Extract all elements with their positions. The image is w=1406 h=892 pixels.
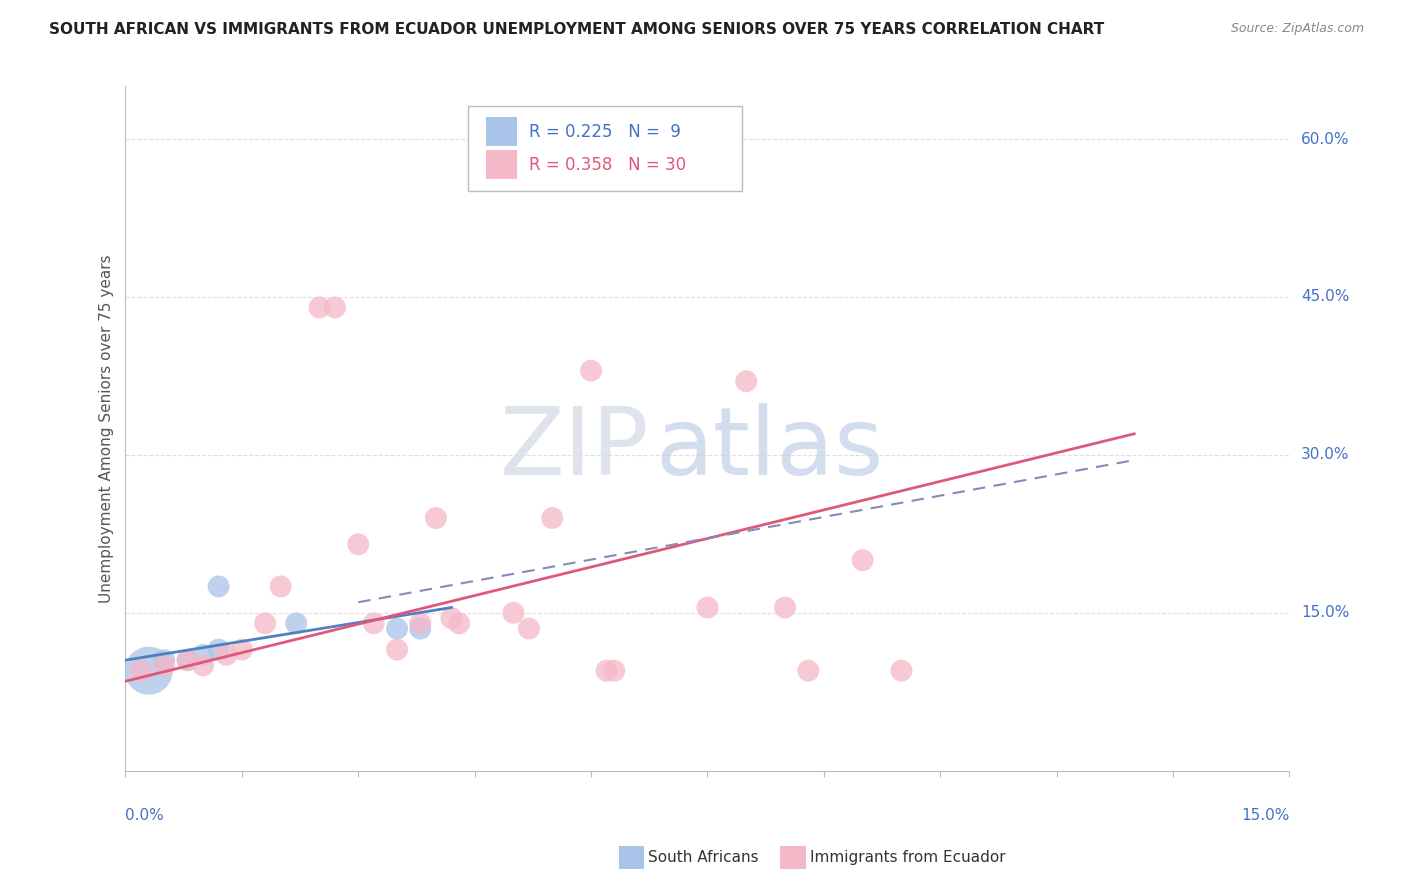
Text: SOUTH AFRICAN VS IMMIGRANTS FROM ECUADOR UNEMPLOYMENT AMONG SENIORS OVER 75 YEAR: SOUTH AFRICAN VS IMMIGRANTS FROM ECUADOR…: [49, 22, 1105, 37]
Point: [347, 537, 370, 551]
Text: R = 0.225   N =  9: R = 0.225 N = 9: [529, 123, 681, 141]
Point: [643, 174, 665, 188]
Point: [176, 653, 198, 667]
Point: [425, 511, 447, 525]
Point: [502, 606, 524, 620]
Y-axis label: Unemployment Among Seniors over 75 years: Unemployment Among Seniors over 75 years: [100, 254, 114, 603]
Point: [138, 664, 160, 678]
Point: [207, 579, 229, 593]
Point: [440, 611, 463, 625]
Point: [735, 374, 758, 388]
Point: [308, 301, 330, 315]
Point: [579, 363, 602, 377]
Point: [191, 658, 214, 673]
Text: 45.0%: 45.0%: [1301, 289, 1350, 304]
Point: [363, 616, 385, 631]
Text: Source: ZipAtlas.com: Source: ZipAtlas.com: [1230, 22, 1364, 36]
Point: [603, 664, 626, 678]
Point: [129, 664, 152, 678]
Point: [852, 553, 875, 567]
Point: [285, 616, 308, 631]
Text: 15.0%: 15.0%: [1241, 808, 1289, 823]
Point: [231, 642, 253, 657]
Point: [409, 622, 432, 636]
Point: [541, 511, 564, 525]
Point: [517, 622, 540, 636]
Text: 30.0%: 30.0%: [1301, 448, 1350, 462]
Point: [153, 658, 176, 673]
Point: [385, 642, 408, 657]
Point: [595, 664, 617, 678]
Point: [215, 648, 238, 662]
Point: [385, 622, 408, 636]
Point: [270, 579, 292, 593]
Text: R = 0.358   N = 30: R = 0.358 N = 30: [529, 156, 686, 174]
Text: Immigrants from Ecuador: Immigrants from Ecuador: [810, 850, 1005, 864]
Point: [153, 653, 176, 667]
Text: 0.0%: 0.0%: [125, 808, 165, 823]
Point: [176, 653, 198, 667]
Point: [890, 664, 912, 678]
Point: [191, 648, 214, 662]
Text: atlas: atlas: [655, 403, 883, 495]
Point: [696, 600, 718, 615]
Point: [409, 616, 432, 631]
Point: [323, 301, 346, 315]
Point: [207, 642, 229, 657]
Text: 15.0%: 15.0%: [1301, 606, 1350, 620]
Text: 60.0%: 60.0%: [1301, 131, 1350, 146]
Point: [449, 616, 471, 631]
Text: South Africans: South Africans: [648, 850, 759, 864]
Point: [254, 616, 277, 631]
Point: [773, 600, 796, 615]
Point: [797, 664, 820, 678]
Text: ZIP: ZIP: [499, 403, 650, 495]
